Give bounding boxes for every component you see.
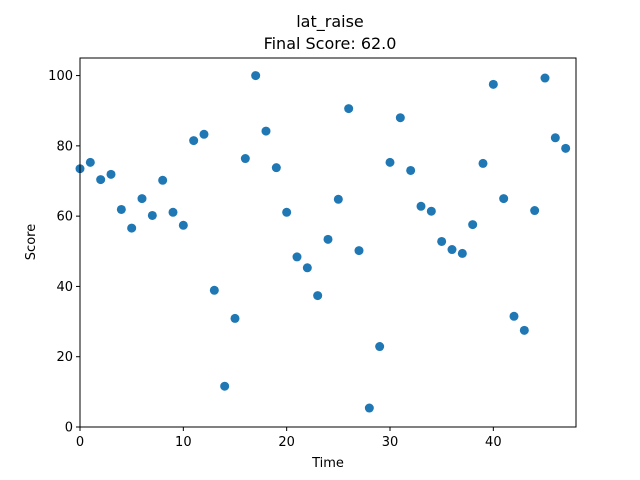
data-point-18 (261, 126, 271, 136)
y-tick-label-3: 60 (56, 210, 73, 225)
y-axis-ticks: 0 20 40 60 80 100 (48, 69, 80, 436)
data-point-44 (530, 206, 540, 216)
x-axis-label: Time (311, 456, 344, 471)
data-point-39 (478, 158, 488, 168)
data-point-15 (230, 313, 240, 323)
data-point-26 (344, 104, 354, 114)
data-point-16 (240, 154, 250, 164)
data-point-25 (333, 194, 343, 204)
x-tick-label-1: 10 (175, 435, 192, 450)
data-point-22 (302, 263, 312, 273)
data-point-12 (199, 129, 209, 139)
data-point-43 (519, 325, 529, 335)
data-point-34 (426, 206, 436, 216)
data-point-35 (437, 236, 447, 246)
data-point-38 (468, 220, 478, 230)
data-point-32 (406, 165, 416, 175)
chart-title: lat_raise (296, 12, 364, 32)
y-tick-label-1: 20 (56, 350, 73, 365)
data-point-17 (251, 71, 261, 81)
y-tick-label-4: 80 (56, 139, 73, 154)
data-point-13 (209, 285, 219, 295)
data-point-29 (375, 342, 385, 352)
data-point-42 (509, 311, 519, 321)
data-point-37 (457, 248, 467, 258)
data-point-23 (313, 291, 323, 301)
data-point-20 (282, 207, 292, 217)
data-point-45 (540, 73, 550, 83)
chart-subtitle: Final Score: 62.0 (264, 34, 397, 53)
x-tick-label-3: 30 (382, 435, 399, 450)
y-tick-label-0: 0 (65, 421, 73, 436)
data-point-46 (550, 133, 560, 143)
data-point-7 (147, 210, 157, 220)
data-point-3 (106, 169, 116, 179)
x-tick-label-4: 40 (485, 435, 502, 450)
x-tick-label-2: 20 (278, 435, 295, 450)
x-tick-label-0: 0 (76, 435, 84, 450)
data-point-14 (220, 381, 230, 391)
data-point-5 (127, 223, 137, 233)
y-tick-label-5: 100 (48, 69, 73, 84)
data-point-9 (168, 207, 178, 217)
data-point-27 (354, 246, 364, 256)
data-point-11 (189, 136, 199, 146)
data-point-36 (447, 245, 457, 255)
x-axis-ticks: 0 10 20 30 40 (76, 427, 502, 450)
data-point-21 (292, 252, 302, 262)
data-point-10 (178, 220, 188, 230)
data-point-41 (499, 194, 509, 204)
data-point-1 (85, 157, 95, 167)
data-point-33 (416, 201, 426, 211)
data-point-8 (158, 175, 168, 185)
data-point-40 (488, 79, 498, 89)
data-point-47 (561, 143, 571, 153)
data-point-6 (137, 194, 147, 204)
data-point-2 (96, 175, 106, 185)
y-tick-label-2: 40 (56, 280, 73, 295)
data-point-31 (395, 113, 405, 123)
plot-frame (79, 57, 577, 428)
data-point-30 (385, 157, 395, 167)
data-point-19 (271, 163, 281, 173)
y-axis-label: Score (24, 224, 39, 260)
data-point-4 (116, 204, 126, 214)
data-point-24 (323, 234, 333, 244)
data-points (75, 71, 571, 413)
data-point-28 (364, 403, 374, 413)
